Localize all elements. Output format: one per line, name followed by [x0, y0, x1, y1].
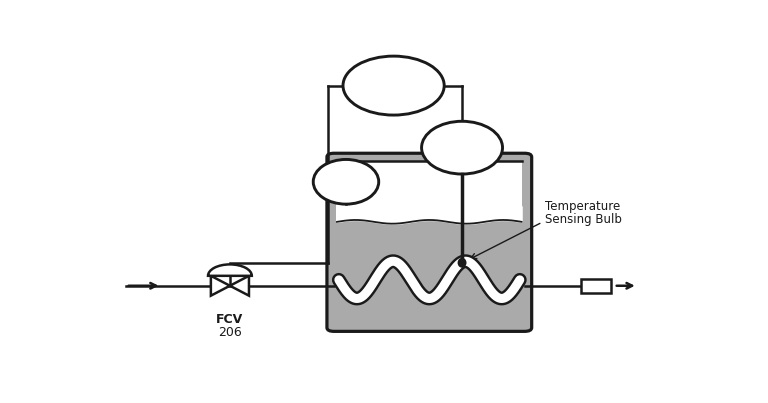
- Ellipse shape: [458, 258, 466, 268]
- Bar: [581, 279, 611, 293]
- Text: 206: 206: [449, 147, 475, 162]
- Bar: [336, 161, 522, 221]
- Text: TT: TT: [452, 137, 472, 151]
- Text: 206: 206: [334, 182, 358, 195]
- FancyBboxPatch shape: [327, 153, 531, 331]
- Text: 206: 206: [380, 86, 407, 100]
- Text: TI: TI: [339, 171, 353, 184]
- Text: 206: 206: [218, 326, 242, 339]
- Text: Sensing Bulb: Sensing Bulb: [545, 212, 622, 226]
- Polygon shape: [230, 276, 249, 296]
- Polygon shape: [211, 276, 230, 296]
- Text: Temperature: Temperature: [545, 200, 621, 213]
- Wedge shape: [208, 264, 252, 276]
- Text: FCV: FCV: [217, 313, 243, 326]
- Text: TRC: TRC: [379, 74, 409, 88]
- Ellipse shape: [422, 121, 502, 174]
- Ellipse shape: [343, 56, 444, 115]
- Ellipse shape: [313, 160, 379, 204]
